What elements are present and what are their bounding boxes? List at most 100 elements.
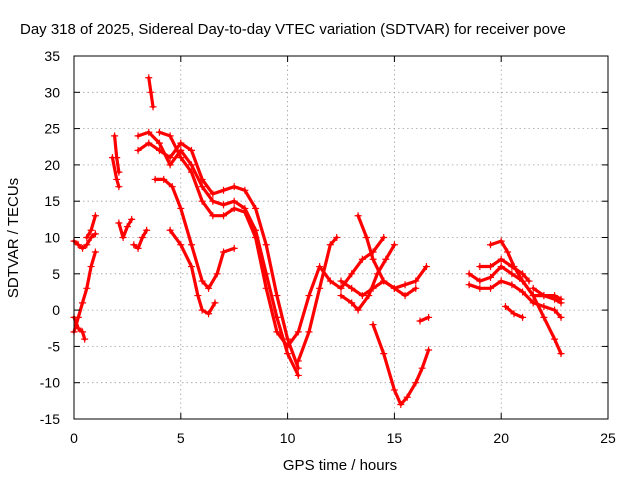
data-point — [115, 183, 123, 191]
data-point — [380, 234, 388, 241]
series-line — [72, 250, 97, 334]
x-tick-label: 20 — [493, 430, 509, 446]
series-line — [339, 279, 418, 298]
data-point — [138, 234, 146, 241]
y-tick-label: 10 — [44, 230, 60, 246]
data-point — [262, 241, 270, 249]
data-point — [365, 292, 373, 300]
data-point — [497, 237, 505, 245]
data-point — [230, 204, 238, 212]
data-point — [187, 146, 195, 154]
data-point — [369, 321, 377, 329]
data-point — [425, 313, 433, 321]
data-point — [209, 197, 217, 205]
data-point — [294, 328, 302, 336]
tick-layer: 0 5 10 15 20 25 -15 -10 -5 0 5 10 15 20 25 30 35 — [40, 48, 616, 446]
data-point — [198, 183, 206, 191]
data-point — [380, 350, 388, 358]
data-point — [160, 175, 168, 183]
data-point — [74, 241, 82, 249]
data-point — [348, 270, 356, 278]
data-point — [529, 292, 537, 300]
series-line — [132, 228, 149, 250]
x-axis-title: GPS time / hours — [283, 457, 397, 474]
data-point — [557, 295, 565, 303]
data-point — [497, 263, 505, 271]
data-point — [425, 346, 433, 354]
series-line — [136, 130, 300, 377]
data-point — [551, 292, 559, 300]
series-arc-late-6 — [529, 284, 565, 303]
x-tick-label: 5 — [177, 430, 185, 446]
data-point — [83, 234, 91, 241]
data-point — [198, 197, 206, 205]
y-tick-label: -5 — [48, 338, 61, 354]
data-point — [220, 212, 228, 220]
data-point — [465, 270, 473, 278]
data-point — [422, 263, 430, 271]
series-line — [117, 217, 134, 240]
series-arc-main-1 — [134, 139, 302, 372]
y-tick-label: 0 — [52, 302, 60, 318]
data-point — [316, 263, 324, 271]
data-point — [87, 263, 95, 271]
data-point — [508, 263, 516, 271]
data-point — [412, 277, 420, 285]
data-point — [241, 186, 249, 194]
data-point — [205, 310, 213, 318]
data-point — [187, 168, 195, 176]
data-point — [187, 263, 195, 271]
y-tick-label: -10 — [40, 375, 60, 391]
data-point — [397, 400, 405, 408]
data-point — [294, 371, 302, 379]
data-point — [211, 299, 219, 307]
series-arc-main-2 — [134, 128, 302, 379]
data-point — [412, 284, 420, 292]
data-point — [390, 241, 398, 249]
data-point — [209, 212, 217, 220]
series-arc-early-1 — [70, 248, 99, 336]
series-arc-b — [111, 132, 123, 176]
data-point — [504, 248, 512, 256]
data-point — [348, 299, 356, 307]
data-point — [497, 277, 505, 285]
data-point — [316, 284, 324, 292]
y-axis-title: SDTVAR / TECUs — [5, 178, 22, 298]
data-point — [79, 299, 87, 307]
data-point — [551, 335, 559, 343]
data-point — [465, 281, 473, 289]
data-point — [87, 226, 95, 234]
data-point — [487, 284, 495, 292]
series-line — [356, 214, 428, 290]
data-point — [358, 255, 366, 263]
data-point — [294, 357, 302, 365]
data-point — [326, 241, 334, 249]
x-tick-label: 25 — [600, 430, 616, 446]
series-arc-mid-5 — [337, 277, 420, 300]
data-point — [476, 284, 484, 292]
data-point — [213, 270, 221, 278]
series-line — [467, 279, 563, 319]
series-line — [296, 235, 339, 363]
data-point — [91, 230, 99, 238]
series-arc-early-2 — [70, 230, 99, 252]
data-point — [230, 197, 238, 205]
chart-title: Day 318 of 2025, Sidereal Day-to-day VTE… — [20, 21, 566, 38]
series-line — [72, 315, 87, 341]
series-line — [136, 141, 300, 370]
data-point — [337, 292, 345, 300]
data-point — [177, 241, 185, 249]
series-arc-early-3 — [70, 313, 89, 343]
series-arc-late-4 — [476, 255, 533, 285]
data-point — [111, 132, 119, 140]
data-point — [412, 379, 420, 387]
series-line — [153, 177, 236, 290]
series-arc-c — [115, 215, 136, 241]
data-point — [149, 103, 157, 111]
data-point — [519, 313, 527, 321]
data-point — [241, 208, 249, 216]
data-point — [519, 270, 527, 278]
data-point — [230, 183, 238, 191]
data-point — [177, 204, 185, 212]
